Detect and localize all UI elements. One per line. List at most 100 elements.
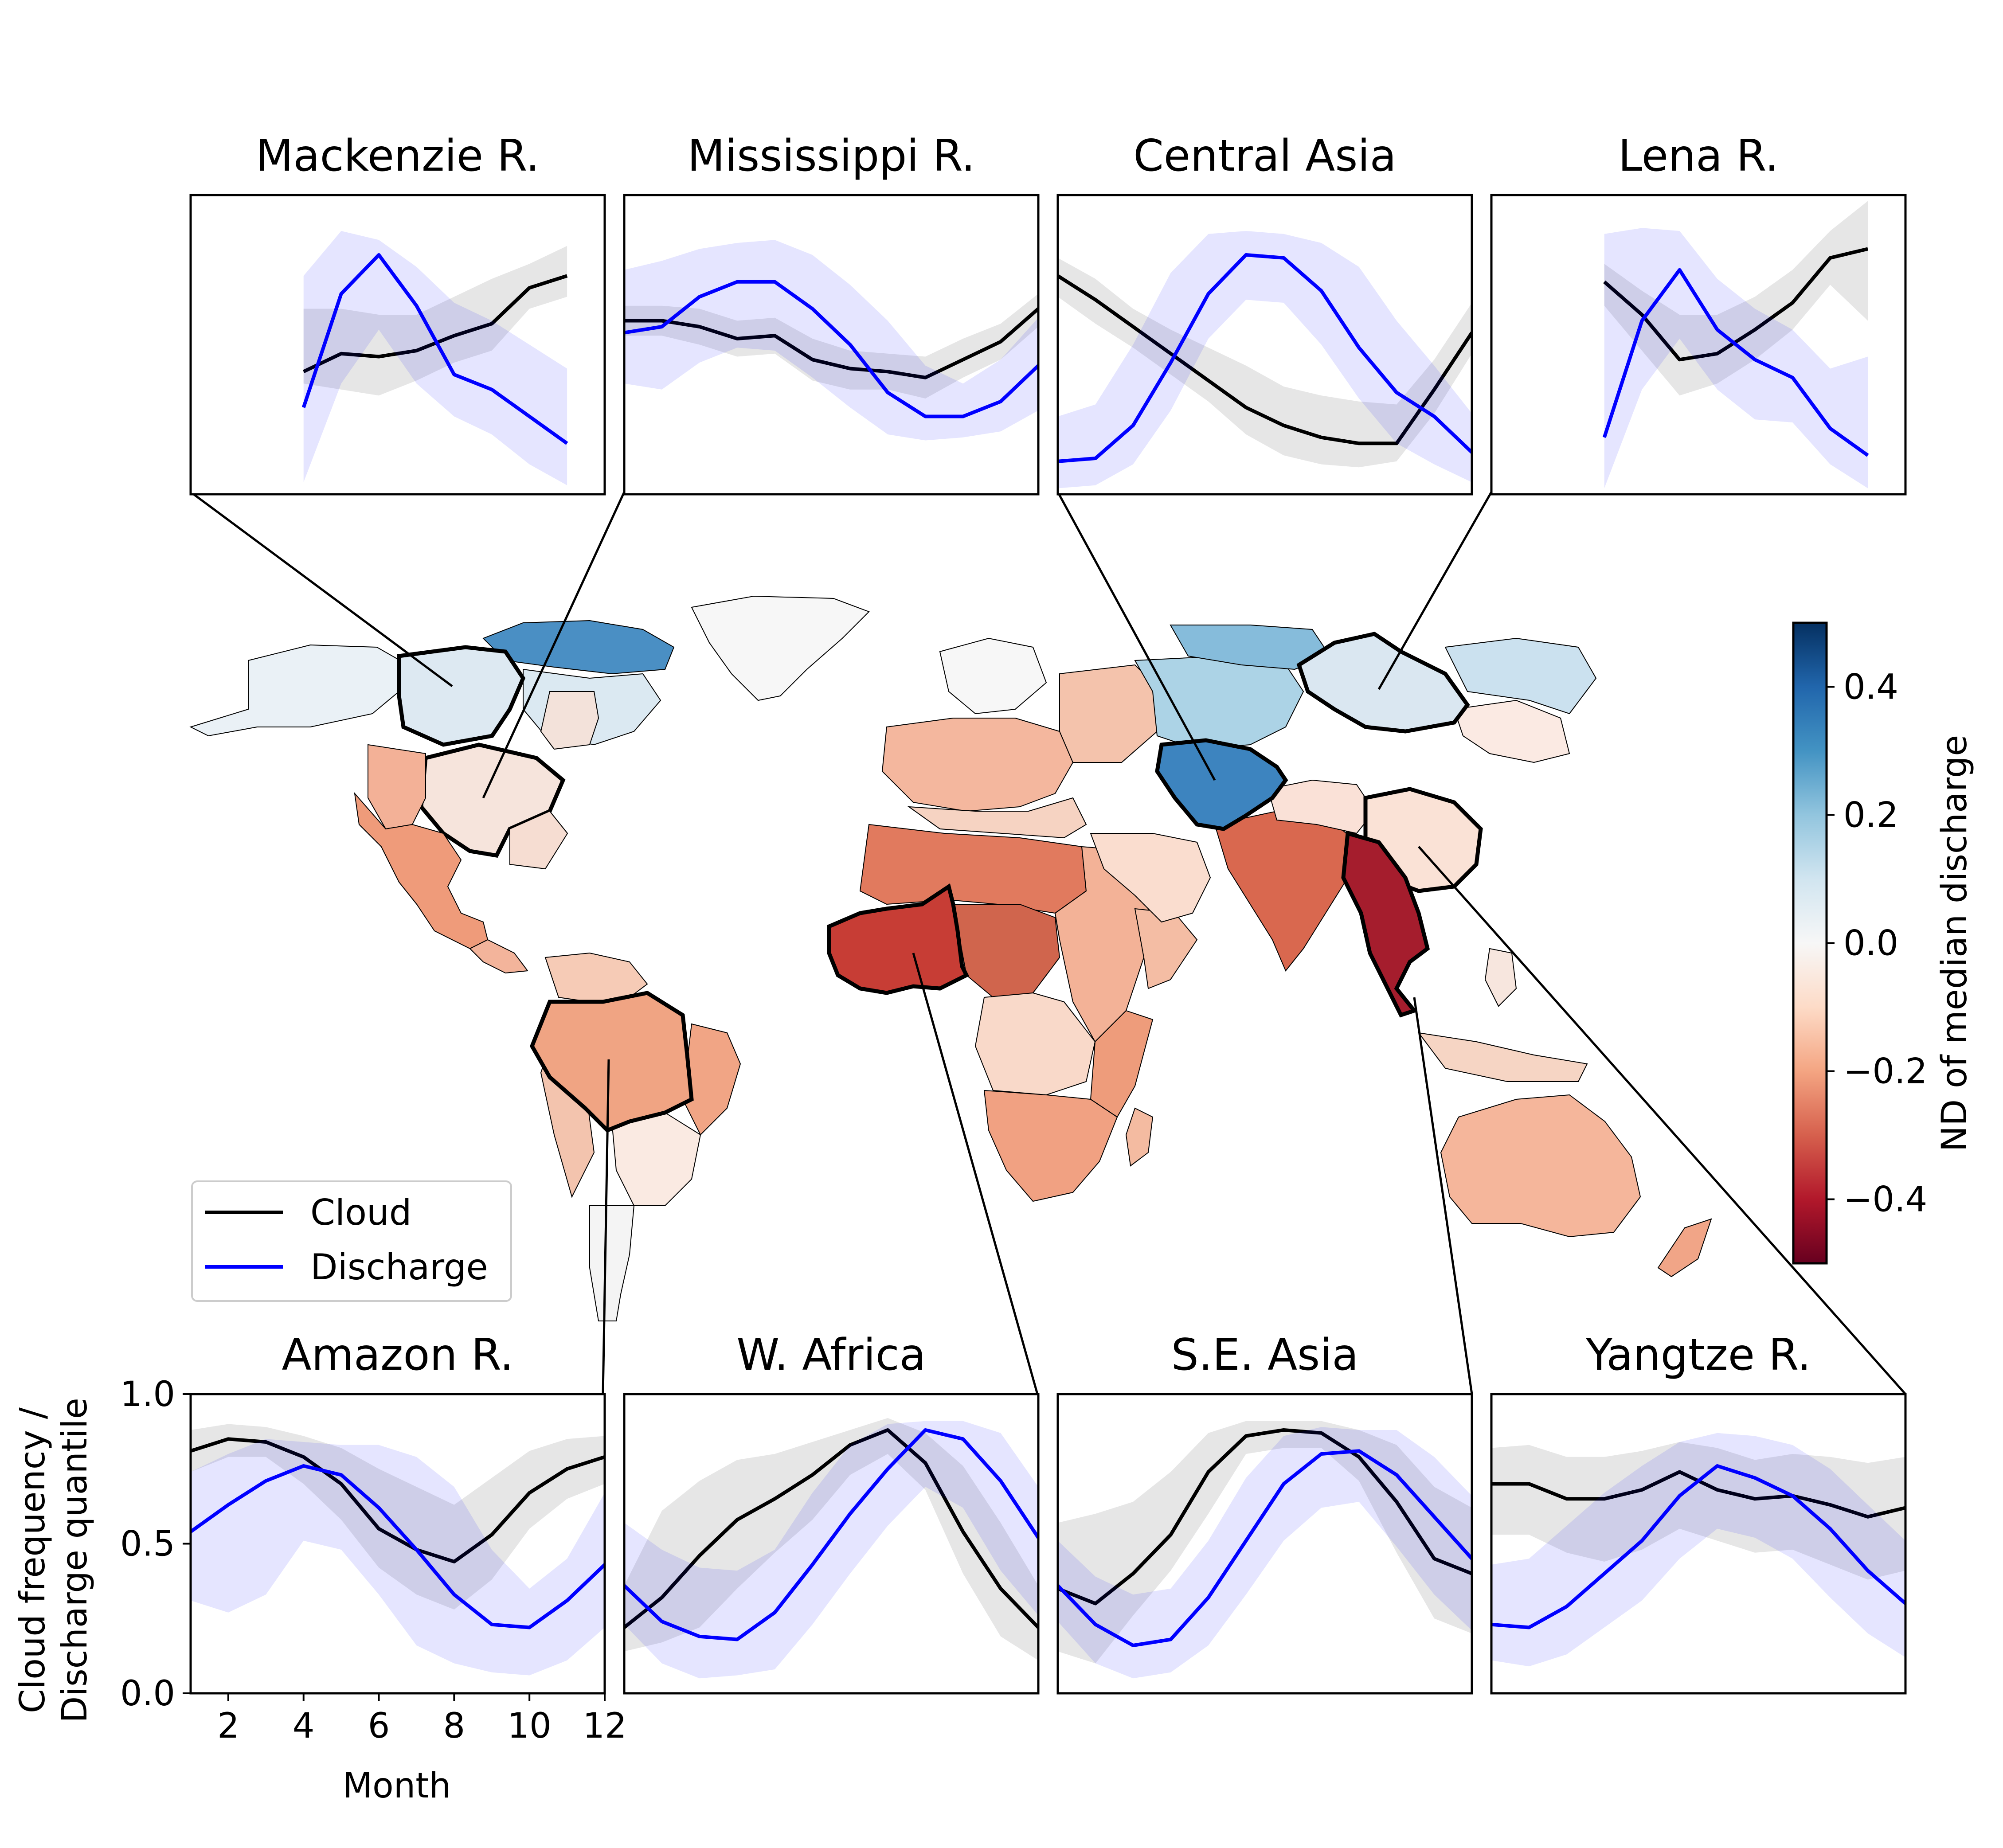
xtick-label: 4 — [293, 1706, 315, 1746]
discharge-line — [191, 1464, 605, 1629]
basin-alaska-yukon — [189, 644, 409, 737]
xtick-label: 6 — [368, 1706, 390, 1746]
panel-title: W. Africa — [736, 1330, 926, 1380]
ytick-label: 0.0 — [120, 1674, 175, 1714]
ytick-label: 0.5 — [120, 1524, 175, 1564]
panel-central-asia: Central Asia — [1056, 131, 1473, 496]
colorbar-label: ND of median discharge — [1935, 735, 1975, 1152]
panel-s-e-asia: S.E. Asia — [1056, 1330, 1473, 1695]
panel-background — [1491, 1394, 1905, 1693]
basin-st-lawrence — [540, 691, 599, 750]
panel-background — [624, 195, 1038, 494]
connector-lines — [190, 491, 1906, 1395]
discharge-band — [1058, 231, 1472, 488]
xtick-label: 10 — [508, 1706, 552, 1746]
colorbar: 0.4 0.2 0.0 −0.2 −0.4 ND of median discharge — [1792, 621, 1975, 1265]
panel-frame — [623, 194, 1040, 496]
colorbar-ticks: 0.4 0.2 0.0 −0.2 −0.4 — [1827, 668, 1927, 1220]
panel-title: Amazon R. — [282, 1330, 514, 1380]
basin-lake-chad — [952, 904, 1060, 998]
legend: Cloud Discharge — [191, 1180, 512, 1302]
basin-arabia — [1090, 833, 1211, 923]
basin-patagonia — [589, 1205, 635, 1321]
axis-decor: Cloud frequency / Discharge quantile Mon… — [13, 1398, 451, 1806]
basin-sahara — [859, 824, 1087, 914]
basin-volga — [1059, 664, 1162, 763]
basin-southeast-asia — [1341, 831, 1430, 1018]
colorbar-tick-label: −0.2 — [1843, 1052, 1927, 1092]
cloud-line — [624, 1428, 1038, 1629]
cloud-band — [1058, 258, 1472, 468]
panel-title: Central Asia — [1133, 131, 1396, 181]
basin-parana — [611, 1112, 701, 1206]
basin-central-asia — [1155, 738, 1288, 831]
xtick-label: 8 — [443, 1706, 466, 1746]
basin-arctic-archipelago — [482, 620, 675, 675]
greenland — [691, 595, 870, 701]
basin-central-america — [469, 939, 528, 974]
panel-title: Yangtze R. — [1585, 1330, 1811, 1380]
discharge-band — [303, 231, 567, 485]
discharge-band — [1058, 1427, 1472, 1679]
colorbar-gradient — [1792, 621, 1828, 1265]
panel-frame — [623, 1393, 1040, 1695]
basin-philippines — [1484, 948, 1517, 1007]
panel-title: Lena R. — [1618, 131, 1779, 181]
discharge-line — [1058, 1449, 1472, 1647]
cloud-line — [1058, 274, 1472, 445]
colorbar-tick-label: −0.4 — [1843, 1180, 1927, 1220]
panel-frame — [1056, 1393, 1473, 1695]
basin-indus-ganges — [1214, 810, 1358, 972]
panel-title: S.E. Asia — [1171, 1330, 1359, 1380]
basin-west-africa — [827, 883, 970, 995]
panel-title: Mackenzie R. — [256, 131, 540, 181]
basin-mediterranean — [907, 797, 1087, 839]
madagascar — [1125, 1107, 1154, 1167]
legend-cloud-label: Cloud — [310, 1192, 412, 1233]
basin-mexico — [354, 792, 489, 949]
basin-indonesia — [1417, 1032, 1588, 1082]
panel-background — [191, 1394, 605, 1693]
discharge-line — [1602, 268, 1869, 457]
panel-frame — [189, 194, 606, 496]
panel-lena-r: Lena R. — [1490, 131, 1907, 496]
panel-mackenzie-r: Mackenzie R. — [189, 131, 606, 496]
basin-new-zealand — [1657, 1218, 1712, 1278]
panel-background — [1491, 195, 1905, 494]
panel-mississippi-r: Mississippi R. — [623, 131, 1040, 496]
panel-background — [1058, 195, 1472, 494]
ylabel-line1: Cloud frequency / — [13, 1407, 53, 1713]
discharge-line — [624, 1428, 1038, 1641]
panel-w-africa: W. Africa — [623, 1330, 1040, 1695]
basin-amur — [1453, 699, 1570, 763]
panel-frame — [1490, 194, 1907, 496]
xtick-label: 12 — [583, 1706, 626, 1746]
basin-ob — [1134, 655, 1304, 750]
basin-western-us — [368, 744, 426, 830]
basin-australia — [1440, 1094, 1641, 1238]
panel-frame — [1056, 194, 1473, 496]
colorbar-tick-label: 0.2 — [1843, 796, 1898, 836]
ytick-label: 1.0 — [120, 1375, 175, 1414]
panel-title: Mississippi R. — [687, 131, 975, 181]
discharge-line — [1058, 253, 1472, 463]
panel-amazon-r: Amazon R. 0.0 0.5 1.0 2 4 6 8 10 12 — [120, 1330, 627, 1746]
basin-scandinavia — [939, 637, 1047, 715]
basin-amazon — [530, 991, 694, 1133]
inset-panels: Mackenzie R. Mississippi R. Central Asia Le… — [120, 131, 1907, 1746]
colorbar-tick-label: 0.4 — [1843, 668, 1898, 707]
ylabel-line2: Discharge quantile — [55, 1398, 95, 1723]
basin-congo — [974, 992, 1096, 1096]
basin-east-coast — [509, 810, 568, 870]
xlabel: Month — [343, 1766, 451, 1806]
xtick-label: 2 — [217, 1706, 239, 1746]
discharge-line — [1491, 1464, 1905, 1629]
cloud-line — [1603, 247, 1869, 362]
basin-europe-west — [881, 718, 1074, 812]
discharge-band — [624, 240, 1038, 441]
basin-zambezi — [983, 1090, 1118, 1202]
discharge-band — [624, 1421, 1038, 1679]
discharge-band — [1491, 1433, 1905, 1667]
cloud-line — [191, 1437, 605, 1563]
